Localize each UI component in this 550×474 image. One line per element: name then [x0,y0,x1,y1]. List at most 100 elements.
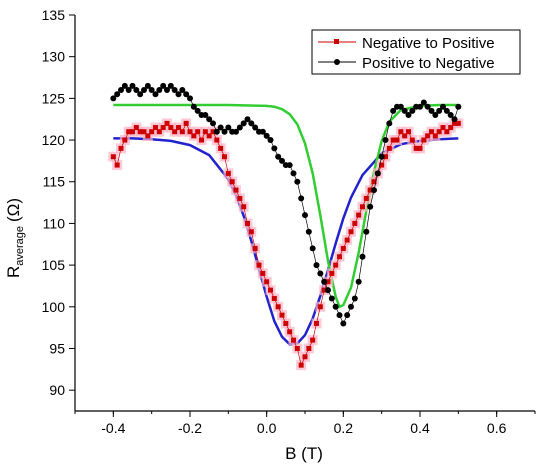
data-point-square [337,254,342,260]
y-tick-label: 105 [42,257,66,273]
data-point-square [145,133,151,139]
fit-curves [113,103,459,346]
x-tick-label: 0.6 [487,420,507,436]
legend: Negative to Positive Positive to Negativ… [311,29,521,75]
data-point-circle [121,82,128,89]
marker-halos [108,118,464,371]
data-point-square [133,125,139,131]
data-point-circle [144,82,151,89]
data-point-square [245,220,250,226]
data-point-square [333,262,339,268]
data-point-circle [279,157,285,164]
data-point-square [271,295,277,301]
data-point-square [156,129,162,135]
data-point-circle [167,82,174,89]
data-point-square [371,179,377,185]
y-tick-label: 95 [49,340,65,356]
data-point-square [126,129,132,135]
data-point-circle [137,91,144,98]
data-point-square [187,129,193,135]
data-point-circle [424,103,431,110]
data-point-circle [305,228,312,235]
data-point-square [237,195,243,201]
data-point-square [448,125,454,131]
data-point-circle [309,245,316,252]
data-point-circle [175,91,182,98]
data-point-square [455,120,461,126]
y-tick-label: 120 [42,132,66,148]
data-point-circle [374,170,381,177]
data-point-circle [348,303,354,310]
legend-label-negative-to-positive: Negative to Positive [362,35,495,52]
data-point-square [314,320,319,326]
data-point-square [302,354,308,360]
data-point-circle [236,124,243,131]
data-point-square [241,204,247,210]
data-point-square [298,362,304,368]
data-point-square [363,195,369,201]
data-point-circle [397,103,404,110]
data-point-circle [190,103,197,110]
data-point-circle [267,137,274,144]
data-point-square [206,133,212,139]
data-point-circle [156,87,163,94]
data-point-circle [244,116,251,123]
data-point-circle [451,116,458,123]
y-axis-label-sub: average [14,226,26,266]
data-point-circle [125,87,132,94]
data-point-square [118,145,124,151]
data-point-square [398,129,404,135]
x-tick-label: 0.4 [410,420,430,436]
data-point-square [264,279,270,285]
data-point-circle [248,120,255,127]
data-point-square [379,162,385,168]
data-point-square [352,220,358,226]
data-point-square [417,145,423,151]
data-point-square [444,129,450,135]
data-point-circle [160,82,167,89]
x-tick-label: 0.2 [334,420,354,436]
y-axis-label-main: R [4,266,23,278]
data-point-circle [328,295,335,302]
data-point-square [191,133,197,139]
data-point-circle [428,107,435,114]
legend-label-positive-to-negative: Positive to Negative [362,55,495,72]
data-point-circle [275,153,282,160]
data-point-square [229,179,235,185]
data-point-square [287,329,293,335]
data-point-square [294,345,300,351]
data-point-square [406,129,411,135]
data-point-circle [443,107,450,114]
data-point-circle [378,153,385,160]
x-tick-label: -0.4 [101,420,125,436]
data-point-square [367,187,373,193]
data-point-square [252,245,258,251]
data-point-circle [332,303,339,310]
data-point-square [344,237,350,243]
data-point-square [164,120,170,126]
data-point-circle [187,95,193,102]
data-point-circle [325,287,331,294]
data-point-square [409,137,415,143]
data-point-circle [118,87,124,94]
x-axis-label: B (T) [285,444,323,463]
data-point-square [199,137,204,143]
data-point-square [386,145,392,151]
data-point-circle [259,128,266,135]
data-point-circle [194,107,201,114]
data-point-square [214,137,220,143]
y-tick-label: 130 [42,49,66,65]
data-point-square [168,125,174,131]
tick-labels: -0.4 -0.2 0.0 0.2 0.4 0.6 90 95 100 105 110 115 120 1… [42,7,507,436]
data-point-circle [152,91,159,98]
data-point-square [256,262,262,268]
y-tick-label: 90 [49,382,65,398]
data-point-square [172,129,178,135]
data-point-square [183,120,189,126]
data-point-square [225,170,231,176]
data-point-circle [390,107,397,114]
data-point-square [222,154,227,160]
y-axis-label-unit: (Ω) [4,198,23,222]
